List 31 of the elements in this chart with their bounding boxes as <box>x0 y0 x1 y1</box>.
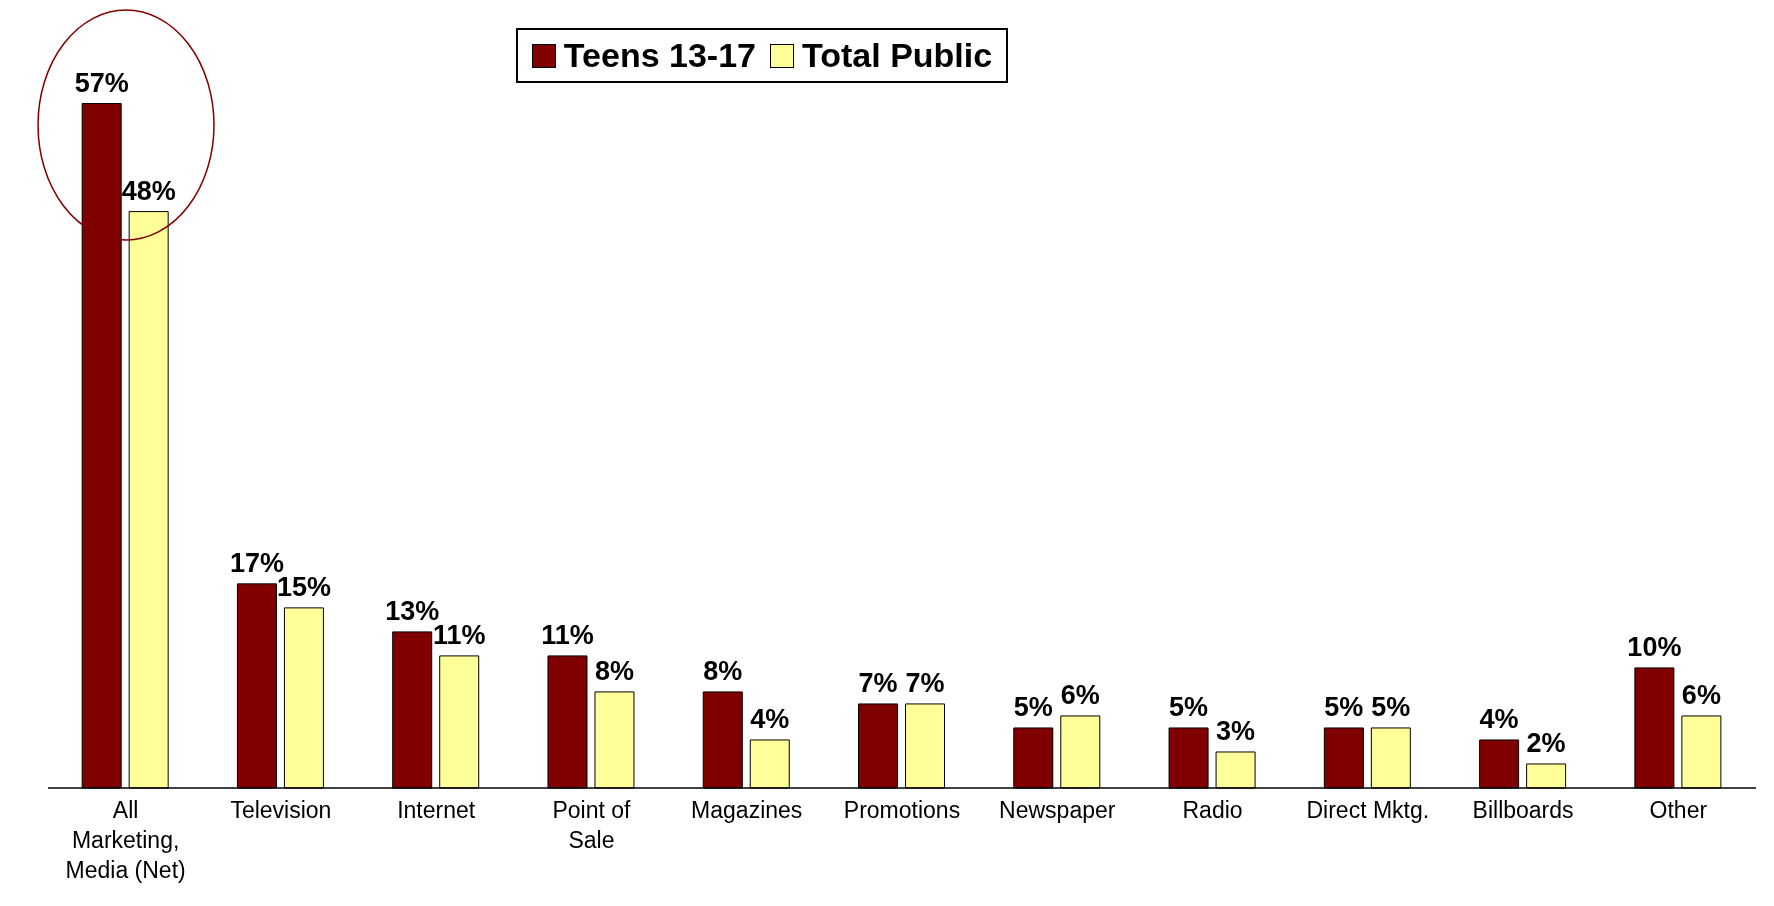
x-tick-label: Newspaper <box>999 797 1116 823</box>
data-label: 5% <box>1169 691 1209 722</box>
x-tick-label: Billboards <box>1472 797 1574 823</box>
x-tick-label: Promotions <box>843 797 961 823</box>
data-label: 8% <box>703 655 743 686</box>
x-tick-label: All Marketing, Media (Net) <box>65 797 186 883</box>
data-label: 57% <box>74 67 129 98</box>
legend-label: Total Public <box>801 36 993 75</box>
legend-label: Teens 13-17 <box>562 36 756 75</box>
data-label: 7% <box>905 667 945 698</box>
data-label: 11% <box>541 619 594 650</box>
x-tick-label: Direct Mktg. <box>1306 797 1430 823</box>
x-tick-label: Internet <box>397 797 476 823</box>
data-label: 10% <box>1627 631 1682 662</box>
data-label: 48% <box>121 175 176 206</box>
data-label: 6% <box>1681 679 1721 710</box>
data-label: 7% <box>858 667 898 698</box>
x-tick-label: Other <box>1649 797 1708 823</box>
data-label: 5% <box>1324 691 1364 722</box>
data-label: 2% <box>1526 727 1566 758</box>
x-tick-label: Magazines <box>691 797 803 823</box>
data-label: 5% <box>1013 691 1053 722</box>
data-label: 8% <box>594 655 634 686</box>
data-label: 5% <box>1371 691 1411 722</box>
data-label: 4% <box>1479 703 1519 734</box>
data-label: 4% <box>750 703 790 734</box>
x-tick-label: Television <box>230 797 332 823</box>
x-tick-label: Radio <box>1182 797 1243 823</box>
data-label: 6% <box>1060 679 1100 710</box>
data-label: 3% <box>1216 715 1256 746</box>
x-tick-label: Point of Sale <box>552 797 632 853</box>
